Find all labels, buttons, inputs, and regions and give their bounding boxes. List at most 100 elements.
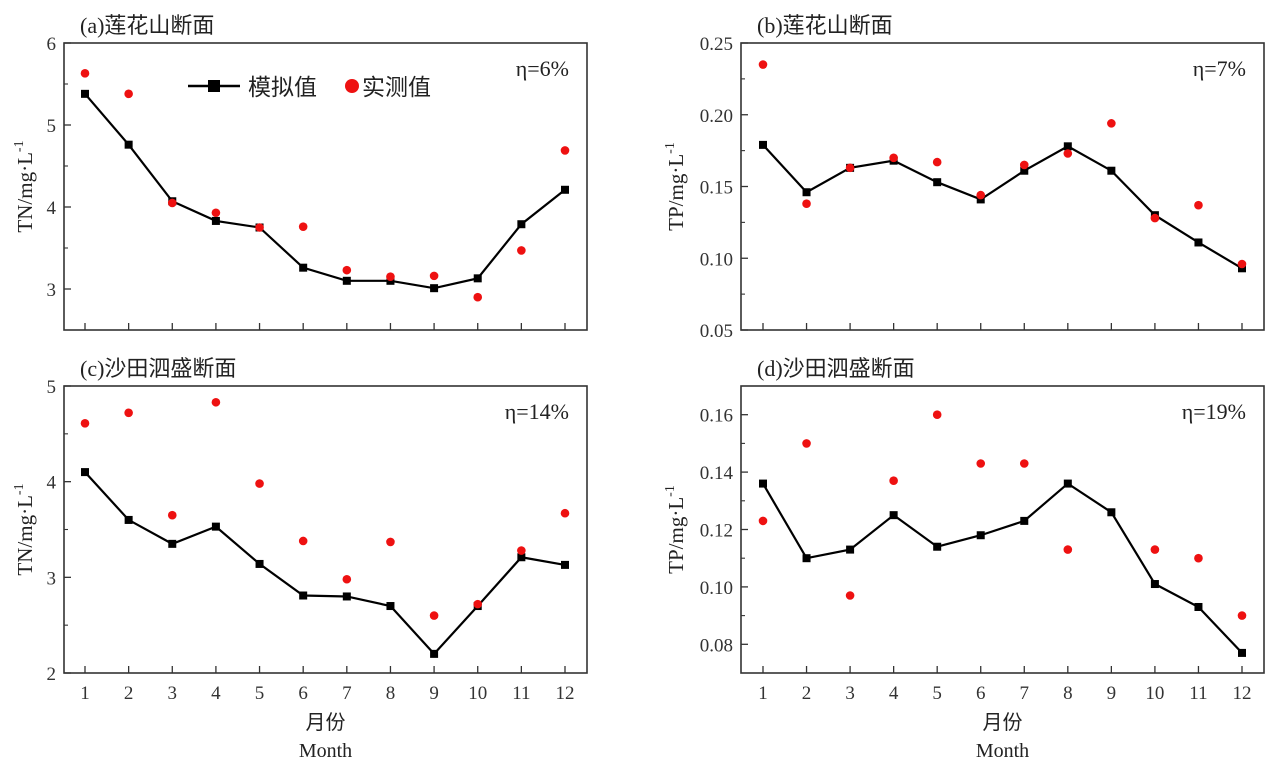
simulated-point <box>124 515 133 524</box>
observed-point <box>1237 259 1247 269</box>
simulated-point <box>976 195 985 204</box>
observed-point <box>255 479 264 488</box>
x-tick-label: 10 <box>468 683 487 704</box>
simulated-point <box>168 539 177 548</box>
observed-point <box>1107 119 1116 128</box>
y-axis-label-text: TP/mg·L <box>664 154 688 231</box>
x-tick-label: 8 <box>386 683 396 704</box>
observed-point <box>932 410 942 420</box>
legend-label-simulated: 模拟值 <box>248 75 317 101</box>
simulated-point <box>1063 479 1072 488</box>
simulated-point <box>342 592 351 601</box>
simulated-point <box>81 89 89 98</box>
simulated-point <box>299 591 308 600</box>
y-tick-label: 0.10 <box>700 578 733 599</box>
simulated-line <box>84 93 566 290</box>
simulated-point <box>1020 516 1029 525</box>
panel-title: (b)莲花山断面 <box>757 13 893 38</box>
simulated-point <box>517 553 526 562</box>
simulated-point <box>124 140 133 149</box>
x-tick-label: 9 <box>429 683 439 704</box>
y-tick-label: 0.08 <box>700 635 733 656</box>
y-tick-label: 2 <box>47 664 57 685</box>
observed-point <box>1194 553 1203 563</box>
simulated-point <box>759 479 767 488</box>
observed-point <box>560 146 570 155</box>
observed-point <box>342 265 352 275</box>
simulated-point <box>846 545 855 554</box>
simulated-point <box>933 542 942 551</box>
x-tick-label: 3 <box>168 683 178 704</box>
x-axis-label-cn: 月份 <box>306 711 346 734</box>
simulated-point <box>81 468 89 477</box>
simulated-point <box>342 276 351 285</box>
simulated-point <box>1238 648 1246 657</box>
panel-d: 0.080.100.120.140.161 2 3 4 5 6 7 8 9 10 11 12(d)沙田… <box>663 356 1265 762</box>
panel-title: (c)沙田泗盛断面 <box>80 356 236 381</box>
series-simulated <box>759 140 1246 273</box>
observed-point <box>342 574 352 584</box>
eta-annotation: η=14% <box>505 399 569 424</box>
y-tick-label: 3 <box>47 568 57 589</box>
plot-frame <box>740 385 1265 674</box>
observed-point <box>1019 459 1029 468</box>
y-tick-label: 5 <box>47 116 57 137</box>
observed-point <box>1019 160 1029 170</box>
x-tick-label: 6 <box>976 683 986 704</box>
observed-point <box>845 591 855 600</box>
y-tick-label: 0.05 <box>700 321 733 342</box>
observed-point <box>1063 545 1073 554</box>
x-tick-label: 11 <box>512 683 530 704</box>
panel-title: (a)莲花山断面 <box>80 13 214 38</box>
eta-annotation: η=19% <box>1182 399 1246 424</box>
x-tick-label: 2 <box>802 683 812 704</box>
observed-point <box>560 508 570 518</box>
simulated-point <box>255 559 264 568</box>
simulated-point <box>1063 142 1072 151</box>
series-observed <box>80 69 570 302</box>
y-tick-label: 0.25 <box>700 34 733 55</box>
simulated-point <box>802 188 811 197</box>
y-axis-label: TN/mg·L-1 <box>12 483 37 575</box>
x-tick-label: 4 <box>211 683 221 704</box>
simulated-point <box>976 531 985 540</box>
y-axis-label: TP/mg·L-1 <box>663 142 688 231</box>
observed-point <box>802 199 811 209</box>
y-axis-label-superscript: -1 <box>12 140 27 152</box>
legend-label-observed: 实测值 <box>362 75 431 101</box>
observed-point <box>298 222 308 231</box>
observed-point <box>1237 611 1247 620</box>
eta-annotation: η=7% <box>1193 56 1246 81</box>
x-axis-label-en: Month <box>299 740 352 762</box>
simulated-point <box>1194 238 1203 247</box>
observed-point <box>517 246 526 255</box>
simulated-point <box>1107 166 1116 175</box>
simulated-line <box>84 471 566 656</box>
series-observed <box>758 60 1247 269</box>
x-tick-label: 9 <box>1107 683 1117 704</box>
observed-point <box>1150 545 1160 554</box>
simulated-point <box>211 216 220 225</box>
observed-point <box>429 611 439 620</box>
series-simulated <box>759 479 1246 657</box>
observed-point <box>976 190 986 200</box>
observed-point <box>167 198 177 208</box>
observed-point <box>758 516 768 526</box>
legend: 模拟值 实测值 <box>188 75 431 101</box>
series-simulated <box>81 468 569 658</box>
observed-point <box>80 69 90 78</box>
observed-point <box>845 163 855 173</box>
plot-frame <box>740 42 1265 331</box>
series-observed <box>758 410 1247 620</box>
simulated-point <box>759 140 767 149</box>
observed-point <box>429 271 439 281</box>
observed-point <box>932 157 942 167</box>
simulated-point <box>561 185 569 194</box>
y-tick-label: 4 <box>47 473 57 494</box>
y-tick-label: 0.12 <box>700 521 733 542</box>
x-tick-label: 11 <box>1189 683 1207 704</box>
eta-annotation: η=6% <box>516 56 569 81</box>
simulated-point <box>1020 166 1029 175</box>
y-axis-label-superscript: -1 <box>12 483 27 495</box>
